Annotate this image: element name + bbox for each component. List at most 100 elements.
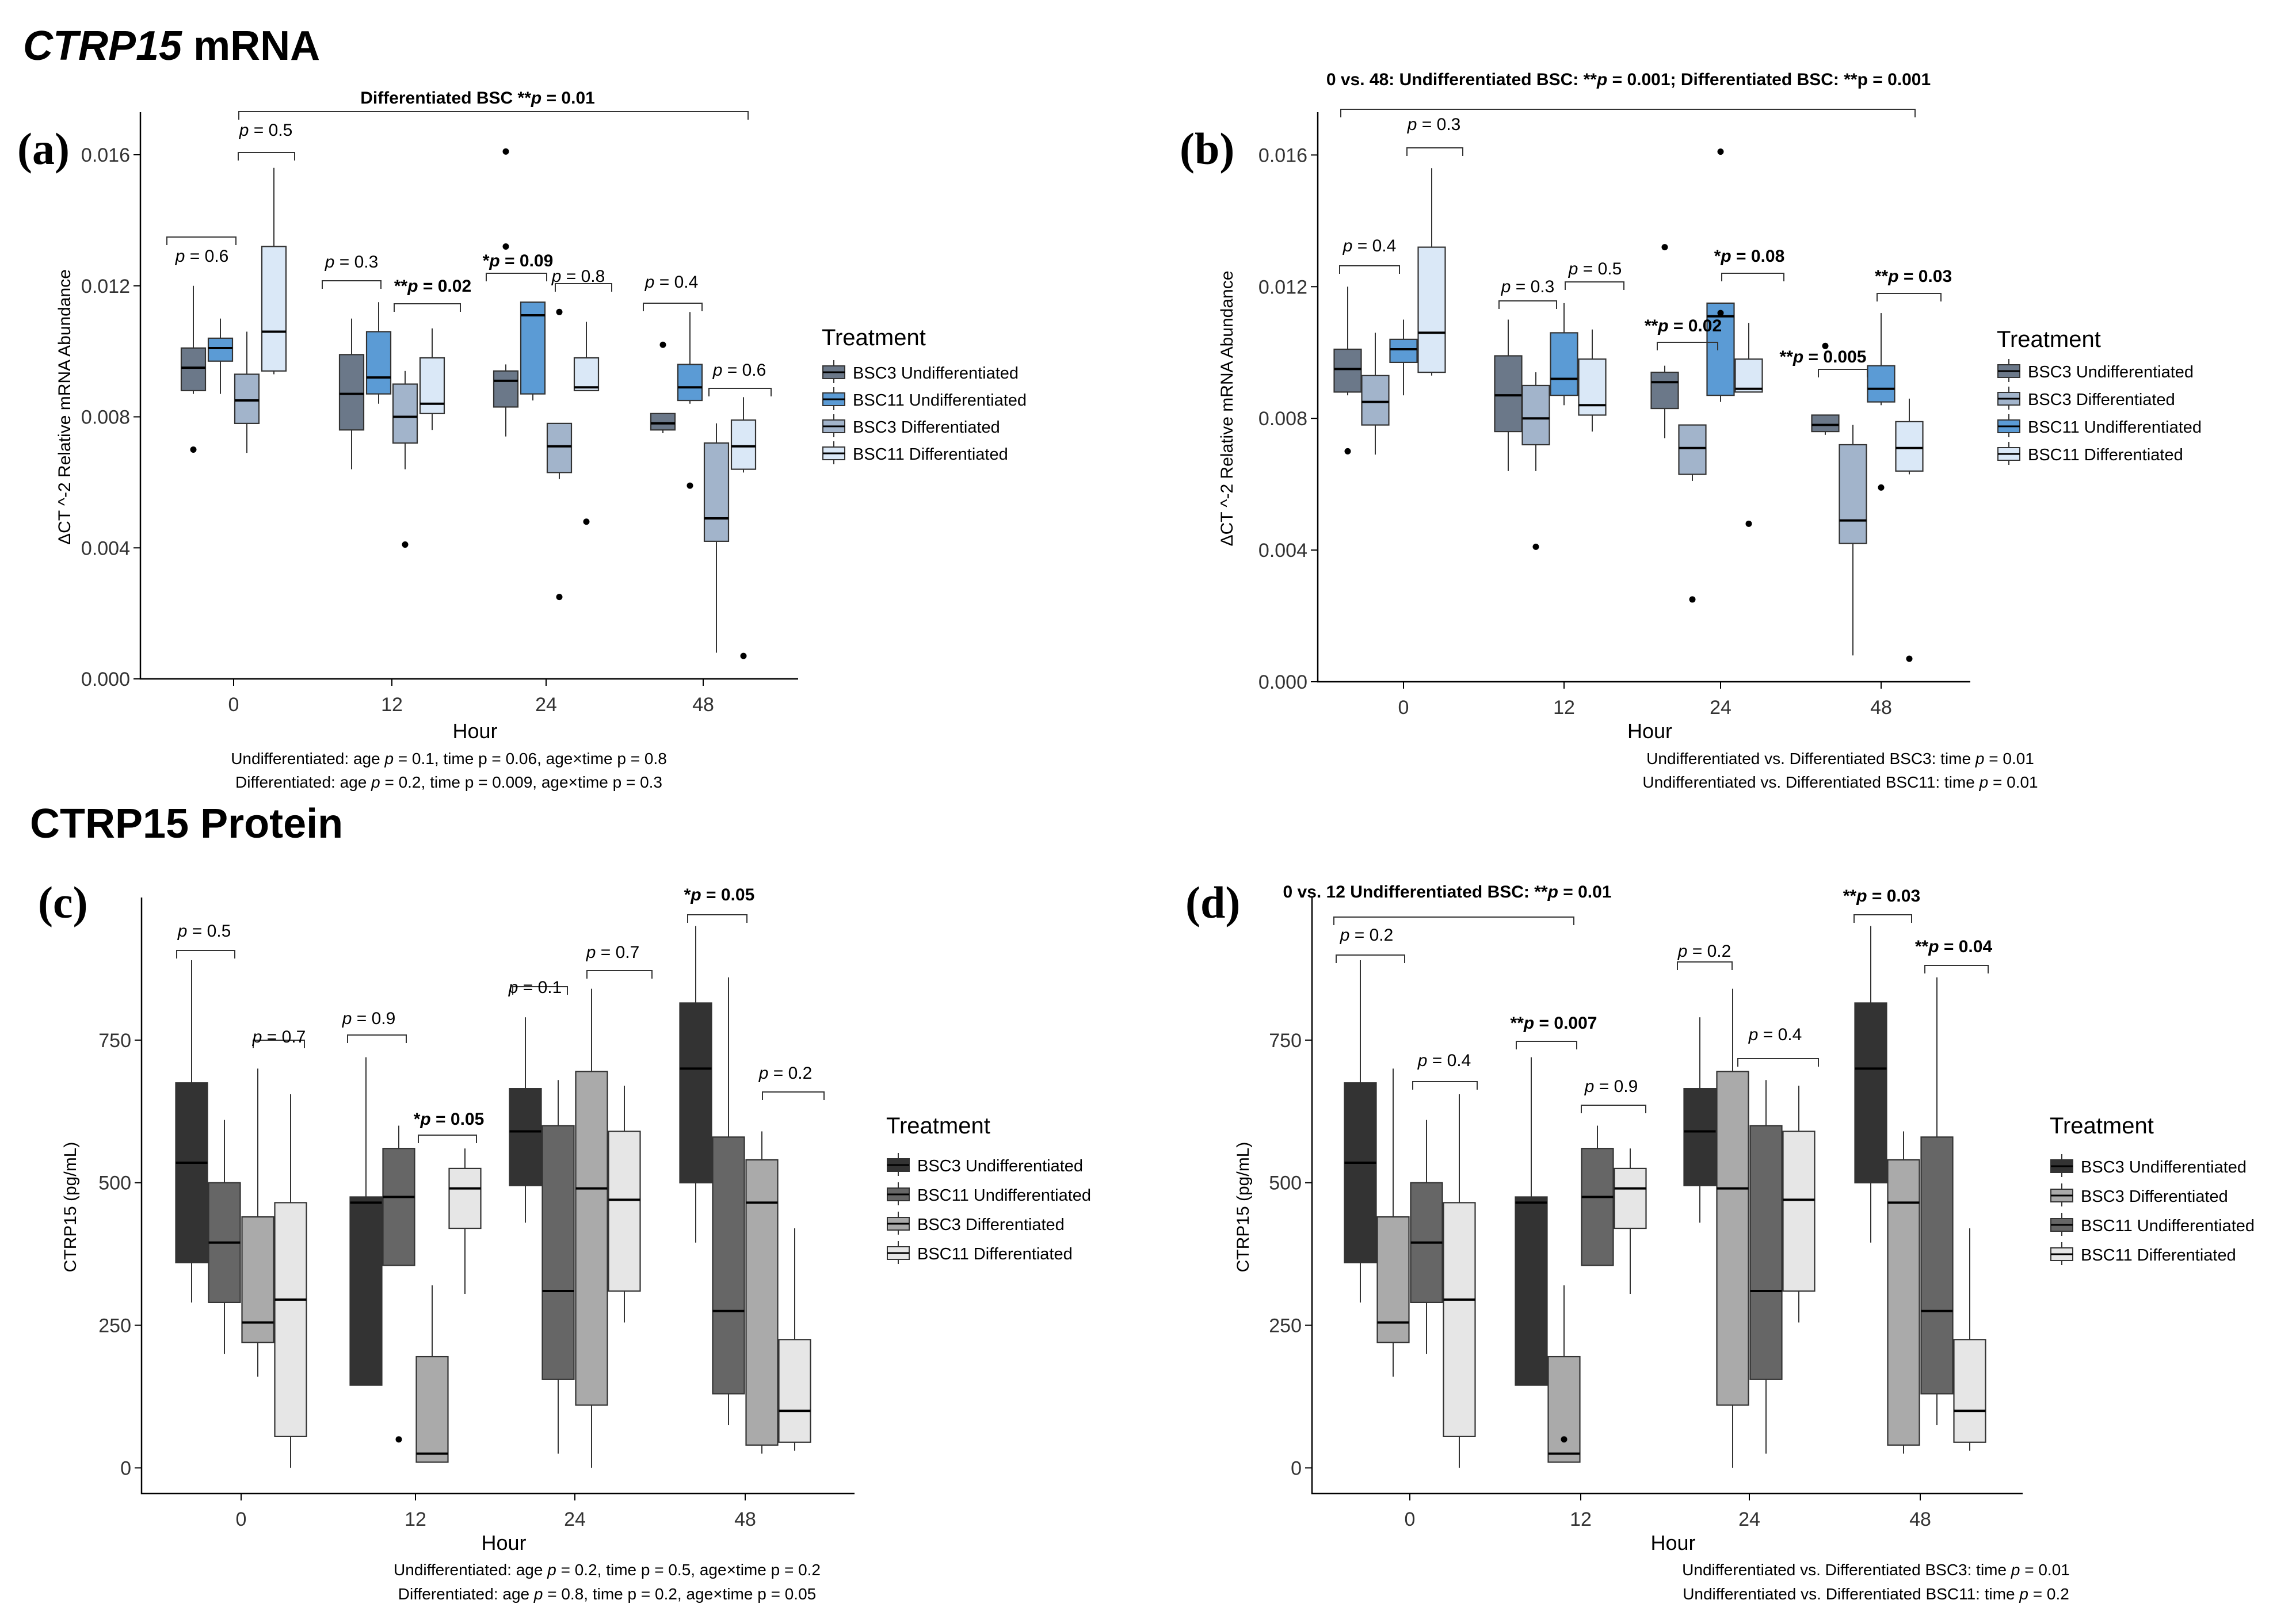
annotation-part: = 0.08 (1731, 247, 1785, 266)
box-iqr (1887, 1159, 1920, 1446)
significance-label: p = 0.8 (551, 267, 605, 286)
legend-item-label: BSC3 Undifferentiated (853, 364, 1019, 383)
outlier-point (1745, 520, 1752, 527)
box-iqr (1782, 1131, 1816, 1292)
annotation-part: = 0.01 (1558, 883, 1612, 902)
significance-label: **p = 0.03 (1843, 887, 1920, 906)
annotation-part: p (508, 978, 518, 997)
y-axis-label: CTRP15 (pg/mL) (61, 1142, 80, 1273)
annotation-part: = 0.4 (654, 273, 698, 292)
box-bsc3-undifferentiated-0 (180, 285, 207, 453)
x-tick-label: 0 (1405, 1509, 1416, 1530)
annotation-part: = 0.01 (1984, 750, 2034, 767)
box-bsc3-undifferentiated-48 (679, 926, 712, 1243)
annotation-part: p (1677, 942, 1688, 961)
annotation-part: p (1340, 926, 1350, 945)
annotation-part: = 0.3 (334, 253, 378, 272)
x-tick-label: 0 (1398, 697, 1409, 719)
significance-label: p = 0.3 (1501, 277, 1555, 296)
box-bsc3-undifferentiated-24 (509, 1017, 542, 1223)
legend-title: Treatment (1997, 327, 2101, 352)
box-iqr (1678, 424, 1707, 475)
box-iqr (448, 1167, 482, 1229)
annotation-part: = 0.02 (1669, 316, 1722, 335)
legend-key (822, 360, 845, 383)
annotation-part: = 0.2 (768, 1064, 812, 1083)
annotation-part: p (1657, 316, 1668, 335)
box-iqr (1344, 1082, 1377, 1263)
annotation-part: = 0.1 (518, 978, 562, 997)
annotation-part: = 0.05 (701, 885, 755, 904)
significance-bracket (394, 303, 461, 312)
box-iqr (1333, 348, 1362, 393)
annotation-part: = 0.2 (1349, 926, 1393, 945)
box-bsc3-undifferentiated-12 (1494, 319, 1523, 471)
box-bsc11-undifferentiated-12 (1581, 1125, 1614, 1266)
box-bsc3-undifferentiated-48 (650, 341, 676, 433)
legend-key (822, 387, 845, 410)
annotation-part: = 0.1, time p = 0.06, age×time p = 0.8 (394, 750, 667, 767)
annotation-part: = 0.2, time p = 0.009, age×time p = 0.3 (380, 773, 662, 791)
outlier-point (556, 594, 563, 601)
annotation-part: = 0.2 (2028, 1585, 2069, 1603)
box-bsc3-differentiated-0 (1361, 333, 1390, 455)
axis-lines (1311, 898, 2023, 1495)
box-iqr (274, 1202, 307, 1437)
x-tick-label: 12 (405, 1509, 426, 1530)
box-iqr (703, 442, 730, 542)
box-iqr (1650, 371, 1679, 410)
significance-label: **p = 0.005 (1780, 347, 1867, 366)
annotation-part: = 0.7 (262, 1028, 306, 1047)
box-iqr (1494, 355, 1523, 433)
significance-bracket (347, 1034, 407, 1043)
y-tick-label: 0.004 (81, 537, 130, 559)
significance-label: p = 0.9 (1584, 1077, 1638, 1096)
box-iqr (1547, 1355, 1581, 1463)
overall-significance-label: 0 vs. 12 Undifferentiated BSC: **p = 0.0… (1283, 883, 1611, 902)
box-bsc3-differentiated-12 (1521, 372, 1550, 550)
annotation-part: ** (1875, 267, 1889, 286)
annotation-part: = 0.6 (722, 361, 766, 380)
box-bsc11-differentiated-0 (1443, 1094, 1476, 1468)
y-tick-label: 0.000 (81, 669, 130, 690)
x-tick-label: 0 (228, 694, 239, 716)
box-iqr (1581, 1148, 1614, 1266)
legend-key (2050, 1242, 2073, 1265)
panel-d: (d) 0 250 500 750 0 12 24 48 Hour CTRP15 (pg/mL) Tr… (1185, 877, 2255, 1603)
box-bsc11-differentiated-12 (419, 328, 445, 430)
box-iqr (493, 370, 519, 408)
box-bsc3-undifferentiated-48 (1854, 926, 1887, 1243)
annotation-part: = 0.5 (1578, 259, 1622, 278)
annotation-part: p (533, 1585, 543, 1603)
annotation-part: p (177, 922, 188, 941)
box-iqr (1550, 332, 1578, 396)
x-tick-label: 48 (734, 1509, 756, 1530)
y-tick-label: 0.012 (1258, 276, 1307, 298)
x-tick-label: 24 (1710, 697, 1731, 719)
legend-item-label: BSC3 Differentiated (853, 418, 1000, 437)
significance-bracket (1721, 273, 1784, 281)
box-iqr (1389, 338, 1418, 364)
y-axis-label: ΔCT ^-2 Relative mRNA Abundance (55, 269, 74, 545)
annotation-part: Undifferentiated: age (231, 750, 384, 767)
box-bsc3-differentiated-48 (703, 423, 730, 653)
section-title-protein: CTRP15 Protein (30, 801, 343, 847)
legend-item-label: BSC11 Undifferentiated (917, 1186, 1091, 1205)
panel-letter: (d) (1185, 877, 1240, 927)
significance-bracket (1406, 147, 1463, 156)
annotation-part: ** (1511, 1014, 1524, 1033)
box-bsc11-undifferentiated-24 (1749, 1080, 1783, 1454)
significance-bracket (238, 152, 295, 161)
legend-item-label: BSC11 Undifferentiated (2081, 1217, 2255, 1235)
box-iqr (573, 357, 600, 392)
outlier-point (502, 243, 509, 250)
significance-label: p = 0.4 (1342, 236, 1397, 255)
significance-label: p = 0.5 (177, 922, 231, 941)
annotation-part: = 0.005 (1803, 347, 1866, 366)
significance-bracket (762, 1091, 825, 1100)
significance-bracket (322, 280, 382, 289)
overall-bracket (1340, 109, 1916, 117)
annotation-part: p (489, 251, 499, 270)
y-axis-label: ΔCT ^-2 Relative mRNA Abundance (1218, 271, 1237, 547)
box-bsc3-differentiated-0 (241, 1068, 274, 1377)
